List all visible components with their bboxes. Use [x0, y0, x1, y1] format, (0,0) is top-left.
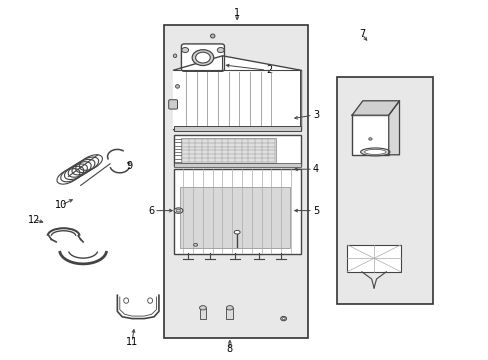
Text: 11: 11 — [125, 337, 138, 347]
Text: 12: 12 — [28, 215, 41, 225]
Text: 3: 3 — [312, 110, 319, 120]
Text: 7: 7 — [358, 29, 364, 39]
Ellipse shape — [199, 306, 206, 310]
Polygon shape — [351, 101, 399, 115]
Ellipse shape — [173, 54, 177, 58]
Ellipse shape — [182, 48, 188, 53]
Ellipse shape — [217, 48, 224, 53]
Ellipse shape — [193, 243, 197, 246]
Bar — [346, 245, 400, 272]
Bar — [226, 308, 233, 319]
Text: 6: 6 — [147, 206, 154, 216]
FancyBboxPatch shape — [168, 100, 177, 109]
Bar — [173, 163, 300, 167]
Ellipse shape — [176, 209, 181, 212]
FancyBboxPatch shape — [181, 44, 224, 71]
Bar — [163, 25, 307, 338]
Text: 1: 1 — [234, 8, 240, 18]
Text: 10: 10 — [55, 200, 67, 210]
Text: 2: 2 — [266, 65, 272, 75]
Bar — [173, 135, 300, 166]
Ellipse shape — [210, 34, 215, 38]
Text: 5: 5 — [312, 206, 319, 216]
Bar — [173, 169, 300, 254]
Ellipse shape — [360, 148, 389, 156]
Ellipse shape — [195, 52, 210, 63]
Ellipse shape — [282, 318, 285, 320]
Bar — [173, 70, 300, 130]
Bar — [337, 77, 432, 304]
Text: 8: 8 — [226, 344, 232, 354]
Ellipse shape — [368, 138, 371, 140]
Polygon shape — [388, 101, 399, 155]
Bar — [199, 308, 206, 319]
Ellipse shape — [174, 208, 183, 213]
Ellipse shape — [226, 306, 233, 310]
Ellipse shape — [147, 298, 152, 303]
Ellipse shape — [123, 298, 128, 303]
Text: 9: 9 — [125, 161, 132, 171]
Polygon shape — [173, 56, 300, 130]
Bar — [173, 126, 300, 131]
Ellipse shape — [192, 50, 213, 66]
Ellipse shape — [364, 149, 386, 154]
Bar — [351, 115, 388, 155]
Bar — [181, 138, 276, 163]
Bar — [180, 187, 289, 248]
Ellipse shape — [175, 85, 179, 88]
Ellipse shape — [234, 230, 240, 234]
Text: 4: 4 — [312, 164, 319, 174]
Ellipse shape — [280, 316, 286, 321]
